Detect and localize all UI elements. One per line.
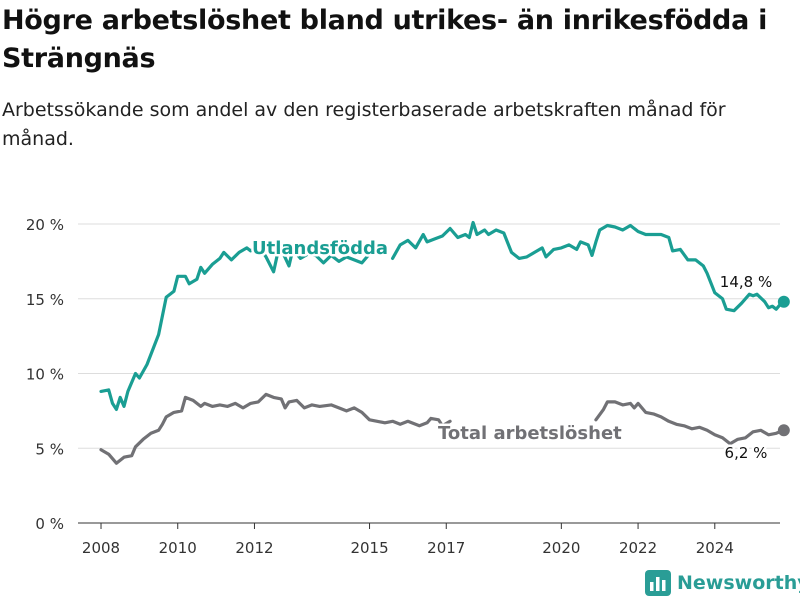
series-line-utlandsfodda	[99, 243, 372, 411]
newsworthy-logo: Newsworthy	[645, 568, 800, 598]
x-tick-label: 2012	[235, 539, 273, 557]
series-line-total	[594, 400, 786, 446]
series-lines	[99, 220, 790, 465]
brand-name: Newsworthy	[677, 572, 800, 594]
y-tick-label: 20 %	[26, 216, 64, 234]
x-tick-label: 2015	[350, 539, 388, 557]
series-label-total: Total arbetslöshet	[438, 423, 622, 444]
y-tick-label: 10 %	[26, 366, 64, 384]
x-axis: 2008 2010 2012 2015 2017 2020 2022 2024	[82, 523, 734, 557]
x-tick-label: 2024	[696, 539, 734, 557]
y-axis: 0 % 5 % 10 % 15 % 20 %	[26, 216, 64, 533]
x-tick-label: 2008	[82, 539, 120, 557]
bar-chart-logo-icon	[645, 570, 671, 596]
gridlines	[78, 223, 780, 524]
end-point-marker	[777, 424, 790, 437]
y-tick-label: 5 %	[35, 440, 64, 458]
series-line-utlandsfodda	[391, 220, 786, 313]
y-tick-label: 15 %	[26, 291, 64, 309]
series-line-total	[99, 392, 452, 465]
chart-title: Högre arbetslöshet bland utrikes- än inr…	[2, 5, 768, 74]
chart-subtitle: Arbetssökande som andel av den registerb…	[2, 99, 726, 150]
end-value-label-utlandsfodda: 14,8 %	[720, 273, 772, 291]
x-tick-label: 2020	[542, 539, 580, 557]
end-point-marker	[777, 295, 790, 308]
y-tick-label: 0 %	[35, 515, 64, 533]
series-labels: Utlandsfödda Total arbetslöshet 14,8 % 6,2 …	[250, 236, 775, 465]
series-label-utlandsfodda: Utlandsfödda	[252, 238, 388, 259]
end-value-label-total: 6,2 %	[725, 444, 768, 462]
x-tick-label: 2017	[427, 539, 465, 557]
x-tick-label: 2022	[619, 539, 657, 557]
x-tick-label: 2010	[159, 539, 197, 557]
